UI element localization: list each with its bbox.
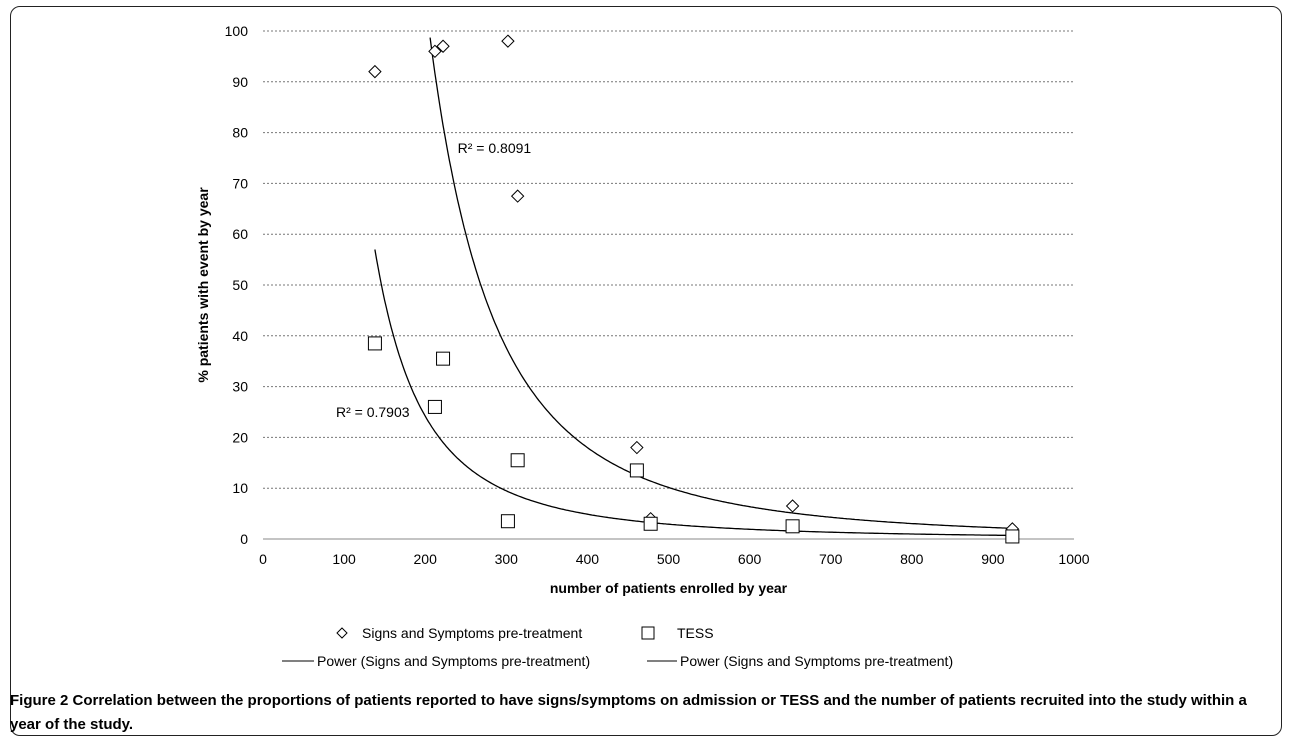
y-tick-label: 90 [232,74,248,90]
figure-frame [10,6,1282,736]
x-tick-label: 400 [576,551,600,567]
y-tick-label: 70 [232,175,248,191]
y-tick-label: 0 [240,531,248,547]
trendline-2 [374,249,1013,537]
square-point [1005,529,1020,544]
legend-item-tess: TESS [641,625,714,641]
square-point [643,516,658,531]
x-tick-label: 900 [981,551,1005,567]
diamond-point [428,44,442,59]
y-tick-label: 10 [232,480,248,496]
diamond-point [436,39,450,53]
diamond-point [785,499,800,513]
data-points [367,34,1020,544]
square-point [785,519,800,534]
legend-label-signs: Signs and Symptoms pre-treatment [362,625,582,641]
legend-diamond-marker [336,627,348,639]
diamond-point [368,64,382,79]
x-tick-label: 600 [738,551,762,567]
diamond-point [501,34,515,48]
scatter-chart: 0 100 200 300 400 500 600 700 800 900 1000 0 10 20 30… [195,23,1090,669]
square-point [367,336,382,351]
x-tick-label: 500 [657,551,681,567]
x-tick-label: 100 [332,551,356,567]
figure-caption: Figure 2 Correlation between the proport… [10,689,1276,737]
y-tick-label: 60 [232,226,248,242]
square-point [510,453,525,468]
x-tick-label: 800 [900,551,924,567]
r2-label-tess: R² = 0.7903 [336,404,410,420]
grid-lines [263,30,1074,489]
x-tick-label: 0 [259,551,267,567]
legend: Signs and Symptoms pre-treatment TESS Po… [282,625,953,669]
legend-label-power-1: Power (Signs and Symptoms pre-treatment) [317,653,590,669]
x-tick-label: 700 [819,551,843,567]
figure-caption-label: Figure 2 [10,692,69,709]
diamond-point [510,189,525,203]
y-axis-label: % patients with event by year [195,187,211,383]
y-tick-label: 30 [232,379,248,395]
y-tick-label: 20 [232,429,248,445]
legend-item-power-1: Power (Signs and Symptoms pre-treatment) [282,653,590,669]
square-point [427,399,442,414]
square-point [436,351,451,366]
y-tick-labels: 0 10 20 30 40 50 60 70 80 90 100 [225,23,249,547]
y-tick-label: 50 [232,277,248,293]
x-tick-label: 1000 [1058,551,1089,567]
diamond-point [630,440,644,455]
y-tick-label: 100 [225,23,249,39]
x-tick-labels: 0 100 200 300 400 500 600 700 800 900 1000 [259,551,1090,567]
legend-label-tess: TESS [677,625,714,641]
r2-label-signs: R² = 0.8091 [458,140,532,156]
x-tick-label: 200 [414,551,438,567]
trendline-1 [429,37,1013,529]
figure-caption-text: Correlation between the proportions of p… [10,692,1247,733]
square-point [629,463,644,478]
y-tick-label: 40 [232,328,248,344]
x-tick-label: 300 [495,551,519,567]
legend-item-power-2: Power (Signs and Symptoms pre-treatment) [647,653,953,669]
legend-label-power-2: Power (Signs and Symptoms pre-treatment) [680,653,953,669]
trendlines [374,37,1013,537]
x-axis-label: number of patients enrolled by year [550,580,788,596]
legend-item-signs: Signs and Symptoms pre-treatment [336,625,582,641]
square-point [500,514,515,529]
legend-square-marker [641,626,655,640]
y-tick-label: 80 [232,125,248,141]
